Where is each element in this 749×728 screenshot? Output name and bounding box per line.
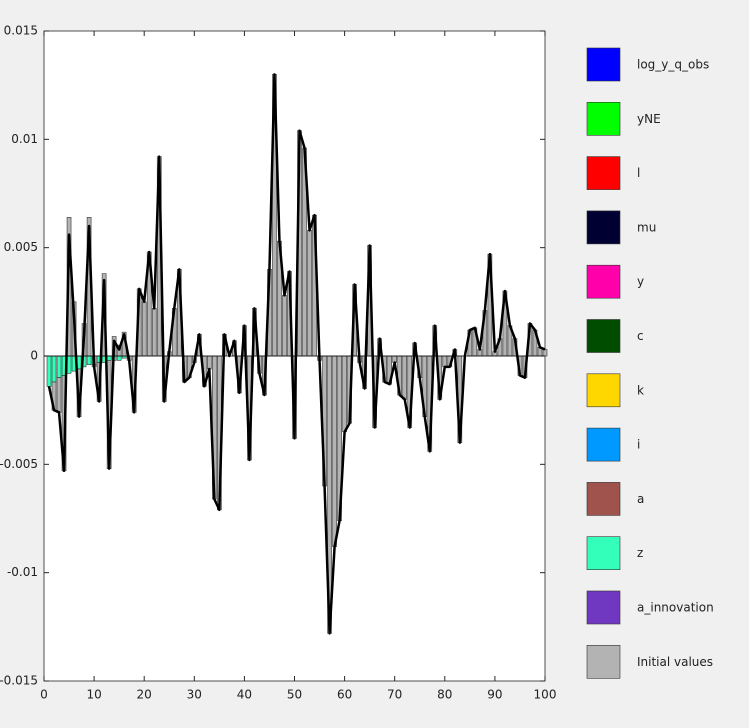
legend-swatch — [586, 536, 621, 571]
legend-label: y — [637, 275, 644, 289]
legend-label: k — [637, 383, 644, 397]
x-tick-label: 40 — [237, 688, 252, 702]
total-line — [47, 73, 546, 635]
x-tick-label: 20 — [137, 688, 152, 702]
legend-label: Initial values — [637, 655, 713, 669]
bar-segment — [342, 355, 347, 433]
x-tick-label: 0 — [40, 688, 48, 702]
bar-segment — [56, 377, 62, 413]
bar-segment — [46, 355, 52, 387]
legend-swatch — [586, 264, 621, 299]
legend-label: z — [637, 546, 643, 560]
legend-swatch — [586, 482, 621, 516]
legend-swatch — [586, 156, 621, 190]
y-tick-label: -0.005 — [0, 457, 38, 471]
legend-label: l — [637, 166, 640, 180]
legend-swatch — [586, 319, 621, 353]
bar-segment — [116, 355, 122, 361]
legend-swatch — [586, 210, 621, 245]
x-tick-label: 100 — [534, 688, 557, 702]
bar-segment — [307, 230, 312, 357]
x-tick-label: 70 — [387, 688, 402, 702]
legend-label: c — [637, 329, 644, 343]
legend-label: a_innovation — [637, 601, 714, 615]
legend-label: yNE — [637, 112, 661, 126]
bar-segment — [542, 349, 548, 357]
legend-swatch — [586, 644, 621, 679]
x-tick-label: 10 — [86, 688, 101, 702]
legend-swatch — [586, 102, 621, 136]
y-tick-label: 0.015 — [4, 24, 38, 38]
y-tick-label: -0.01 — [7, 565, 38, 579]
y-tick-label: 0 — [30, 349, 38, 363]
bar-segment — [282, 295, 287, 357]
x-tick-label: 60 — [337, 688, 352, 702]
bar-segment — [51, 355, 57, 383]
bar-segment — [151, 308, 157, 357]
y-tick-label: 0.005 — [4, 240, 38, 254]
legend-swatch — [586, 590, 621, 625]
legend-label: a — [637, 492, 644, 506]
bar-segment — [402, 355, 408, 400]
x-tick-label: 50 — [287, 688, 302, 702]
bar-segment — [106, 355, 112, 361]
y-tick-label: -0.015 — [0, 674, 38, 688]
bar-segment — [56, 355, 62, 378]
y-tick-label: 0.01 — [11, 132, 38, 146]
legend-swatch — [586, 47, 621, 82]
bar-segment — [86, 355, 92, 365]
bar-segment — [332, 355, 337, 547]
x-tick-label: 80 — [437, 688, 452, 702]
legend-swatch — [586, 373, 621, 408]
x-tick-label: 90 — [487, 688, 502, 702]
legend-label: log_y_q_obs — [637, 58, 709, 72]
legend-label: mu — [637, 220, 656, 234]
x-tick-label: 30 — [187, 688, 202, 702]
bar-segment — [207, 355, 212, 370]
legend-swatch — [586, 427, 621, 462]
bar-segment — [442, 355, 448, 368]
legend-label: i — [637, 438, 640, 452]
bar-segment — [141, 301, 147, 357]
